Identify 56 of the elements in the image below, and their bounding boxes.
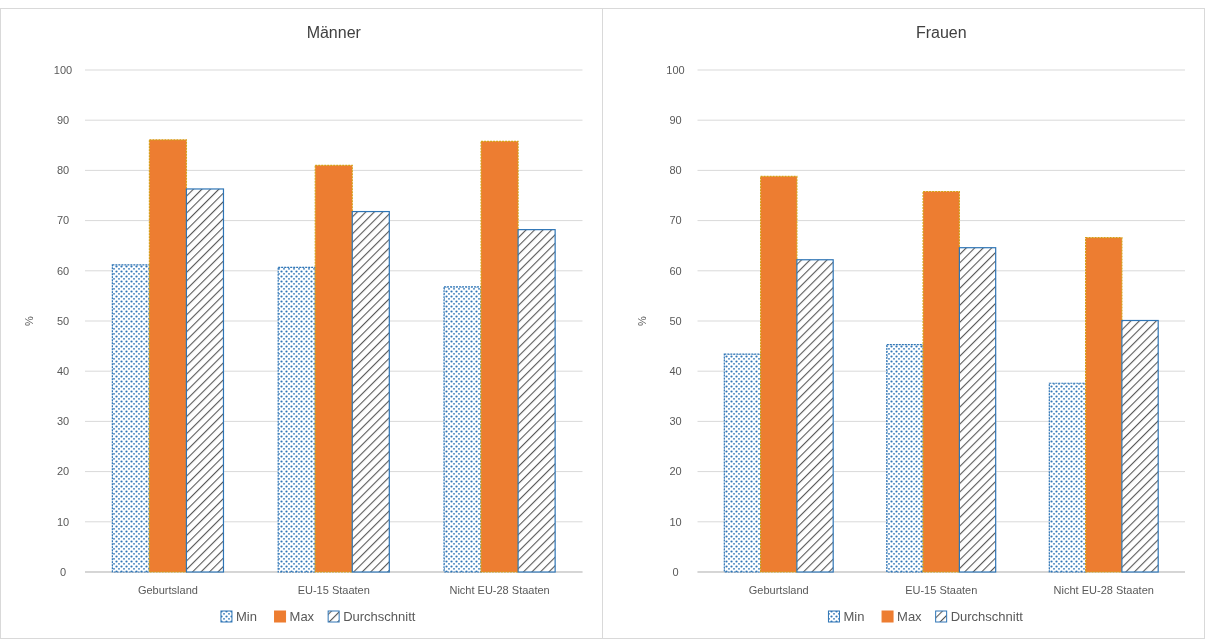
bar	[111, 264, 150, 573]
bar	[185, 188, 225, 573]
bar	[958, 247, 997, 573]
y-tick-label: 70	[669, 214, 682, 227]
legend-label: Min	[235, 609, 257, 624]
y-tick-label: 20	[669, 465, 682, 478]
bar	[351, 210, 390, 573]
bar	[886, 343, 924, 573]
legend-label: Max	[897, 609, 923, 624]
y-tick-label: 30	[669, 415, 682, 428]
legend-label: Durchschnitt	[950, 609, 1024, 624]
bar	[796, 259, 834, 573]
legend-label: Max	[289, 609, 315, 624]
x-tick-label: EU-15 Staaten	[905, 584, 978, 596]
bar	[443, 286, 482, 573]
y-tick-label: 40	[669, 365, 682, 378]
y-tick-label: 50	[56, 314, 70, 327]
y-tick-label: 100	[53, 63, 73, 76]
legend-label: Durchschnitt	[343, 609, 416, 624]
x-tick-label: Geburtsland	[748, 584, 809, 596]
y-tick-label: 60	[669, 264, 682, 277]
y-tick-label: 50	[669, 314, 682, 327]
bar	[1121, 319, 1159, 573]
y-tick-label: 0	[672, 565, 679, 578]
chart-title: Männer	[306, 24, 362, 41]
x-tick-label: Nicht EU-28 Staaten	[449, 584, 550, 596]
y-tick-label: 80	[669, 164, 682, 177]
chart-title: Frauen	[915, 24, 967, 41]
y-tick-label: 0	[59, 565, 67, 578]
bar	[1048, 382, 1087, 573]
y-tick-label: 70	[56, 214, 70, 227]
y-tick-label: 40	[56, 365, 70, 378]
y-tick-label: 90	[56, 114, 70, 127]
y-tick-label: 10	[56, 515, 70, 528]
y-tick-label: 30	[56, 415, 70, 428]
y-axis-title: %	[23, 315, 35, 326]
y-tick-label: 90	[669, 114, 682, 127]
y-tick-label: 20	[56, 465, 70, 478]
y-tick-label: 100	[666, 63, 685, 76]
bar	[277, 266, 316, 573]
bar	[1085, 237, 1123, 573]
bar	[314, 164, 353, 573]
bar	[760, 175, 798, 573]
y-tick-label: 60	[56, 264, 70, 277]
x-tick-label: Nicht EU-28 Staaten	[1053, 584, 1154, 596]
y-axis-title: %	[635, 315, 648, 326]
y-tick-label: 80	[56, 164, 70, 177]
bar	[517, 229, 556, 573]
y-tick-label: 10	[669, 515, 682, 528]
bar	[480, 140, 519, 573]
legend-label: Min	[843, 609, 865, 624]
bar	[922, 190, 960, 573]
x-tick-label: EU-15 Staaten	[297, 584, 370, 596]
x-tick-label: Geburtsland	[137, 584, 198, 596]
bar	[723, 353, 762, 573]
bar	[148, 139, 188, 573]
